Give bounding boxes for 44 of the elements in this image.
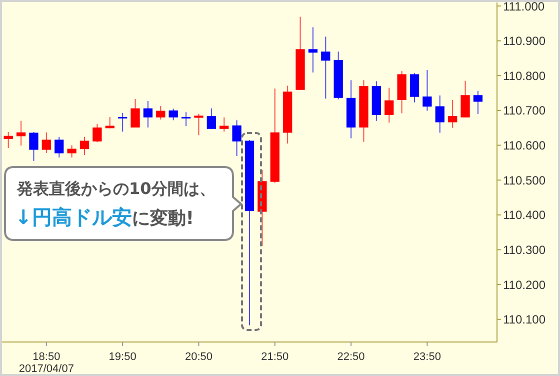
x-tick-label: 23:50 bbox=[413, 351, 441, 363]
y-tick-label: 110.500 bbox=[503, 173, 546, 188]
y-tick-label: 110.200 bbox=[503, 278, 546, 292]
candlestick bbox=[220, 116, 229, 132]
y-tick-label: 110.100 bbox=[503, 312, 546, 327]
y-tick-label: 111.000 bbox=[503, 0, 545, 14]
candlestick bbox=[80, 136, 90, 156]
candlestick bbox=[156, 105, 166, 120]
candlestick bbox=[435, 94, 444, 134]
y-tick-label: 110.800 bbox=[503, 68, 546, 83]
x-tick-label: 21:50 bbox=[261, 351, 289, 363]
candlestick bbox=[42, 132, 51, 154]
candlestick bbox=[194, 113, 204, 136]
candlestick bbox=[130, 98, 140, 128]
candlestick bbox=[206, 108, 216, 130]
y-tick-label: 110.300 bbox=[503, 242, 546, 257]
candlestick bbox=[92, 124, 102, 143]
candlestick bbox=[118, 112, 128, 132]
candlestick bbox=[410, 72, 420, 103]
candlestick bbox=[308, 26, 318, 73]
candlestick bbox=[473, 90, 483, 114]
y-tick-label: 110.400 bbox=[503, 208, 546, 222]
x-tick-label: 22:50 bbox=[337, 351, 365, 363]
candlestick bbox=[384, 87, 394, 124]
y-tick-label: 110.600 bbox=[503, 138, 546, 153]
candlestick bbox=[143, 100, 153, 128]
candlestick bbox=[181, 112, 191, 127]
candlestick bbox=[16, 120, 26, 146]
candlestick bbox=[460, 80, 470, 118]
candlestick bbox=[232, 120, 242, 157]
candlestick bbox=[54, 136, 64, 158]
candlestick bbox=[448, 99, 458, 128]
candlestick bbox=[4, 132, 13, 149]
x-tick-label: 19:50 bbox=[108, 351, 136, 363]
x-tick-label: 20:50 bbox=[184, 351, 212, 363]
y-tick-label: 110.900 bbox=[503, 34, 546, 48]
x-tick-label: 18:50 2017/04/07 bbox=[18, 351, 74, 375]
y-tick-label: 110.700 bbox=[503, 104, 546, 118]
candlestick bbox=[29, 132, 38, 162]
candlestick bbox=[321, 36, 330, 100]
candlestick bbox=[422, 70, 432, 112]
candlestick bbox=[67, 144, 76, 158]
candlestick bbox=[168, 108, 178, 121]
annotation: 発表直後からの10分間は、 ↓円高ドル安に変動! bbox=[15, 179, 216, 229]
